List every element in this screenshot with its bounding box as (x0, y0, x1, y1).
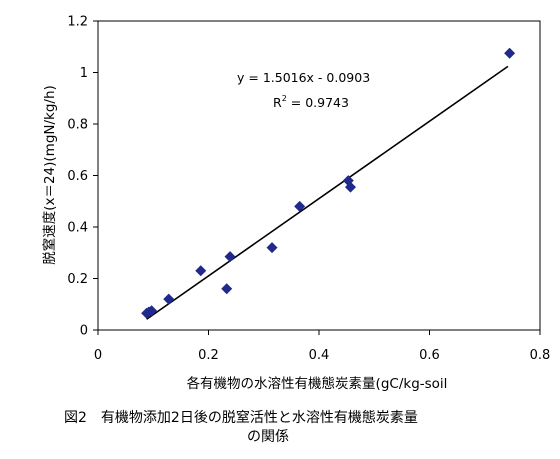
caption-line-1: 図2 有機物添加2日後の脱窒活性と水溶性有機態炭素量 (64, 410, 418, 426)
y-tick-label: 0.6 (67, 169, 88, 184)
figure-caption: 図2 有機物添加2日後の脱窒活性と水溶性有機態炭素量 の関係 (64, 409, 534, 447)
x-tick-label: 0 (94, 348, 102, 363)
x-tick-label: 0.2 (198, 348, 219, 363)
r-squared-r: R (273, 95, 282, 110)
data-points (141, 47, 516, 319)
r-squared-exponent: 2 (282, 94, 287, 103)
data-point (224, 251, 236, 263)
x-axis-title: 各有機物の水溶性有機態炭素量(gC/kg-soil (187, 376, 448, 392)
data-point (195, 265, 207, 277)
y-tick-label: 0.2 (67, 272, 88, 287)
trendline-layer (146, 65, 509, 320)
y-axis: 0 0.2 0.4 0.6 0.8 1 1.2 (67, 15, 98, 339)
data-point (146, 305, 158, 317)
y-tick-label: 0.4 (67, 221, 88, 236)
data-point (163, 293, 175, 305)
x-tick-label: 0.8 (530, 348, 551, 363)
x-tick-label: 0.4 (309, 348, 330, 363)
x-tick-label: 0.6 (419, 348, 440, 363)
r-squared-value: = 0.9743 (287, 95, 349, 110)
y-tick-label: 0 (80, 324, 88, 339)
data-point (344, 181, 356, 193)
data-point (294, 200, 306, 212)
plot-area (97, 20, 541, 331)
y-tick-label: 1 (80, 66, 88, 81)
trendline (146, 65, 509, 320)
x-axis: 0 0.2 0.4 0.6 0.8 (94, 330, 550, 363)
plot-border (97, 20, 541, 331)
data-point (266, 242, 278, 254)
y-tick-label: 0.8 (67, 118, 88, 133)
trendline-equation: y = 1.5016x - 0.0903 (237, 70, 370, 85)
r-squared-label: R2 = 0.9743 (273, 94, 349, 110)
y-tick-label: 1.2 (67, 15, 88, 30)
data-point (221, 283, 233, 295)
y-axis-title: 脱窒速度(x＝24)(mgN/kg/h) (41, 85, 58, 265)
data-point (504, 47, 516, 59)
caption-line-2: の関係 (247, 429, 289, 445)
